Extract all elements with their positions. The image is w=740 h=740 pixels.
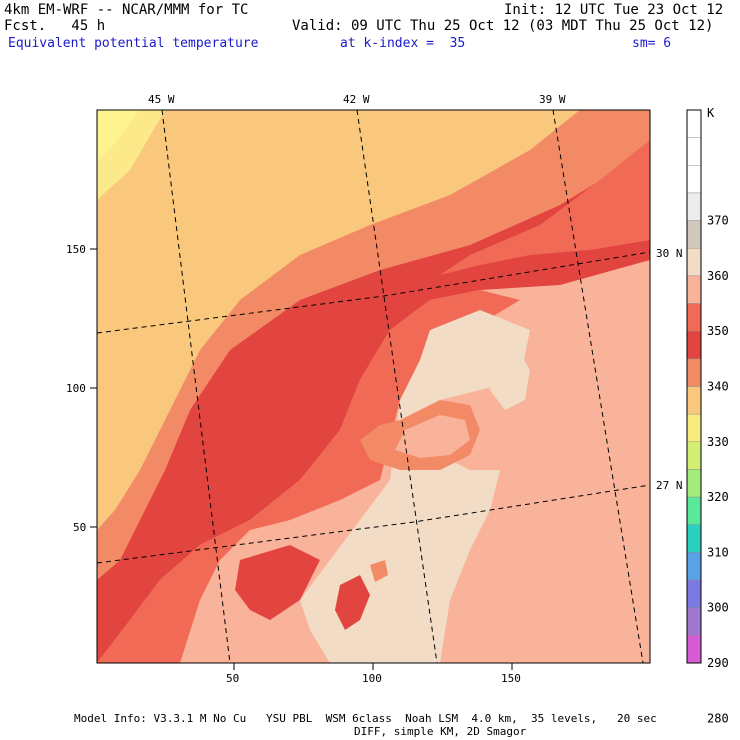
graticule-lines xyxy=(96,109,651,664)
valid-time: Valid: 09 UTC Thu 25 Oct 12 (03 MDT Thu … xyxy=(292,18,714,34)
colorbar-label: 310 xyxy=(707,545,729,559)
colorbar-swatch xyxy=(686,552,702,581)
colorbar-label: 360 xyxy=(707,269,729,283)
colorbar-labels: 370 360 350 340 330 320 310 300 290 280 xyxy=(707,214,729,726)
colorbar-frame xyxy=(686,109,702,664)
colorbar-label: 300 xyxy=(707,601,729,615)
field-name: Equivalent potential temperature xyxy=(8,36,259,51)
colorbar-swatch xyxy=(686,441,702,470)
colorbar-swatch xyxy=(686,137,702,166)
lat-label-30n: 30 N xyxy=(656,247,683,260)
colorbar-label: 280 xyxy=(707,711,729,725)
colorbar-label: 330 xyxy=(707,435,729,449)
init-time: Init: 12 UTC Tue 23 Oct 12 xyxy=(504,2,724,18)
colorbar xyxy=(686,109,702,664)
lon-label-39w: 39 W xyxy=(539,93,566,106)
colorbar-swatch xyxy=(686,165,702,194)
colorbar-label: 370 xyxy=(707,214,729,228)
model-title: 4km EM-WRF -- NCAR/MMM for TC xyxy=(4,2,249,18)
colorbar-swatch xyxy=(686,303,702,332)
colorbar-label: 320 xyxy=(707,490,729,504)
colorbar-swatch xyxy=(686,331,702,360)
grid-ticks xyxy=(90,248,513,670)
x-tick-50: 50 xyxy=(226,672,239,685)
meridian-39w xyxy=(552,109,644,664)
colorbar-swatch xyxy=(686,109,702,138)
colorbar-label: 340 xyxy=(707,380,729,394)
colorbar-swatch xyxy=(686,358,702,387)
colorbar-swatch xyxy=(686,248,702,277)
meridian-45w xyxy=(161,109,231,664)
colorbar-unit: K xyxy=(707,106,715,120)
colorbar-swatch xyxy=(686,192,702,221)
parallel-30n xyxy=(96,251,651,334)
x-tick-100: 100 xyxy=(362,672,382,685)
y-tick-150: 150 xyxy=(66,243,86,256)
colorbar-swatch xyxy=(686,635,702,664)
model-info-line1: Model Info: V3.3.1 M No Cu YSU PBL WSM 6… xyxy=(74,712,657,725)
colorbar-swatch xyxy=(686,607,702,636)
colorbar-label: 350 xyxy=(707,324,729,338)
colorbar-swatch xyxy=(686,413,702,442)
y-tick-100: 100 xyxy=(66,382,86,395)
colorbar-swatch xyxy=(686,275,702,304)
colorbar-swatch xyxy=(686,220,702,249)
y-tick-50: 50 xyxy=(73,521,86,534)
level-info: at k-index = 35 xyxy=(340,36,466,51)
model-info-line2: DIFF, simple KM, 2D Smagor xyxy=(354,725,527,738)
smoothing-info: sm= 6 xyxy=(632,36,672,51)
colorbar-swatch xyxy=(686,579,702,608)
colorbar-label: 290 xyxy=(707,656,729,670)
colorbar-swatch xyxy=(686,469,702,498)
forecast-hour: Fcst. 45 h xyxy=(4,18,106,34)
filled-contours xyxy=(97,110,650,663)
lon-label-45w: 45 W xyxy=(148,93,175,106)
lon-label-42w: 42 W xyxy=(343,93,370,106)
x-tick-150: 150 xyxy=(501,672,521,685)
colorbar-swatch xyxy=(686,524,702,553)
lat-label-27n: 27 N xyxy=(656,479,683,492)
meridian-42w xyxy=(356,109,438,664)
colorbar-swatch xyxy=(686,386,702,415)
parallel-27n xyxy=(96,484,651,564)
colorbar-swatch xyxy=(686,496,702,525)
